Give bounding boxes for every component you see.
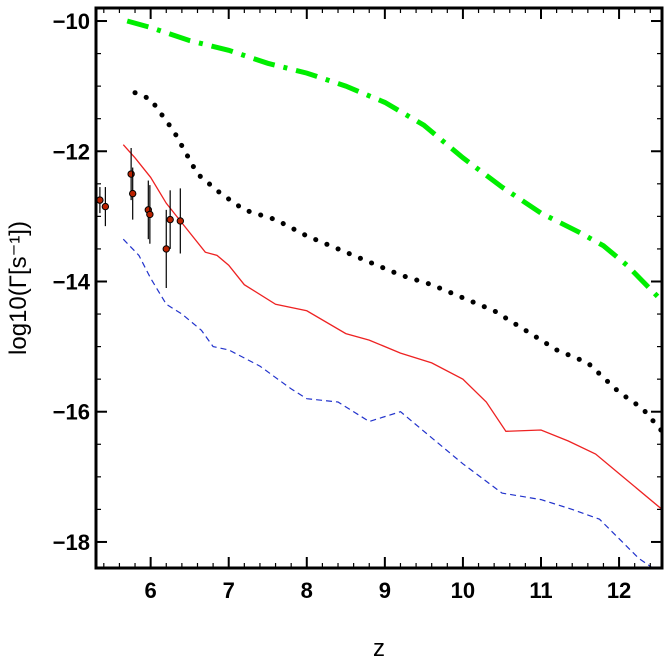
- series-line-2: [132, 90, 662, 434]
- data-point-8: [166, 215, 174, 224]
- series-line-3: [122, 144, 662, 510]
- y-tick-label: −18: [53, 530, 90, 555]
- y-tick-label: −16: [53, 400, 90, 425]
- data-point-6: [146, 210, 154, 219]
- data-point-2: [101, 202, 110, 211]
- y-tick-label: −10: [53, 9, 90, 34]
- series-layer: [122, 18, 662, 568]
- observations-layer: [96, 148, 185, 288]
- x-axis-label: z: [373, 635, 385, 662]
- data-point-9: [176, 217, 185, 225]
- y-tick-label: −12: [53, 139, 90, 164]
- data-point-3: [127, 170, 135, 178]
- x-tick-label: 11: [529, 578, 552, 603]
- data-point-4: [128, 189, 137, 198]
- x-tick-label: 6: [145, 578, 157, 603]
- y-tick-label: −14: [53, 269, 91, 294]
- x-tick-label: 12: [607, 578, 631, 603]
- series-line-4: [122, 238, 654, 568]
- data-point-1: [96, 196, 104, 204]
- x-tick-label: 8: [301, 578, 313, 603]
- x-tick-label: 9: [379, 578, 391, 603]
- x-tick-label: 10: [451, 578, 475, 603]
- plot-frame: [94, 6, 664, 570]
- x-tick-label: 7: [223, 578, 235, 603]
- data-point-7: [162, 245, 170, 253]
- y-axis-label: log10(Γ[s⁻¹]): [5, 221, 32, 355]
- tick-layer: 6 7 8 9 10 11 12 −10 −12 −14 −16 −18: [53, 8, 662, 603]
- series-line-1: [126, 18, 662, 303]
